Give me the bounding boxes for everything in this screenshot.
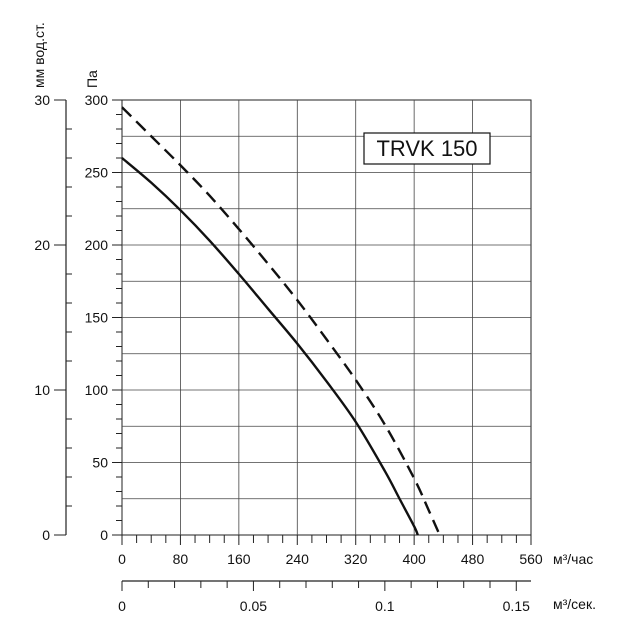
y-left-unit-label: мм вод.ст. (31, 22, 47, 88)
x-tick-label-5: 400 (402, 551, 426, 567)
performance-curves (121, 106, 441, 536)
x-tick-label-2: 160 (227, 551, 251, 567)
y-tick-label-0: 0 (100, 527, 108, 543)
model-label: TRVK 150 (376, 136, 477, 161)
x2-tick-label-0: 0 (118, 598, 126, 614)
y-unit-label: Па (84, 70, 100, 88)
tick-marks (54, 99, 532, 591)
x2-unit-label: м³/сек. (553, 596, 596, 612)
x2-tick-label-3: 0.15 (503, 598, 530, 614)
x-tick-label-6: 480 (461, 551, 485, 567)
y-left-tick-label-2: 20 (34, 237, 50, 253)
x-tick-label-7: 560 (519, 551, 543, 567)
curve-solid-0 (121, 157, 419, 536)
y-tick-label-1: 50 (92, 455, 108, 471)
y-tick-label-3: 150 (85, 310, 109, 326)
y-tick-label-5: 250 (85, 165, 109, 181)
grid (121, 99, 532, 536)
x-unit-label: м³/час (553, 551, 593, 567)
y-tick-label-4: 200 (85, 237, 109, 253)
x-tick-label-0: 0 (118, 551, 126, 567)
y-left-tick-label-3: 30 (34, 92, 50, 108)
axes (65, 100, 531, 582)
x2-tick-label-1: 0.05 (240, 598, 267, 614)
model-label-box: TRVK 150 (363, 132, 491, 165)
x-tick-label-4: 320 (344, 551, 368, 567)
x2-tick-label-2: 0.1 (375, 598, 395, 614)
y-left-tick-label-1: 10 (34, 382, 50, 398)
y-left-tick-label-0: 0 (42, 527, 50, 543)
x-tick-label-1: 80 (173, 551, 189, 567)
y-tick-label-6: 300 (85, 92, 109, 108)
x-tick-label-3: 240 (286, 551, 310, 567)
curve-dashed-1 (121, 106, 441, 536)
y-tick-label-2: 100 (85, 382, 109, 398)
